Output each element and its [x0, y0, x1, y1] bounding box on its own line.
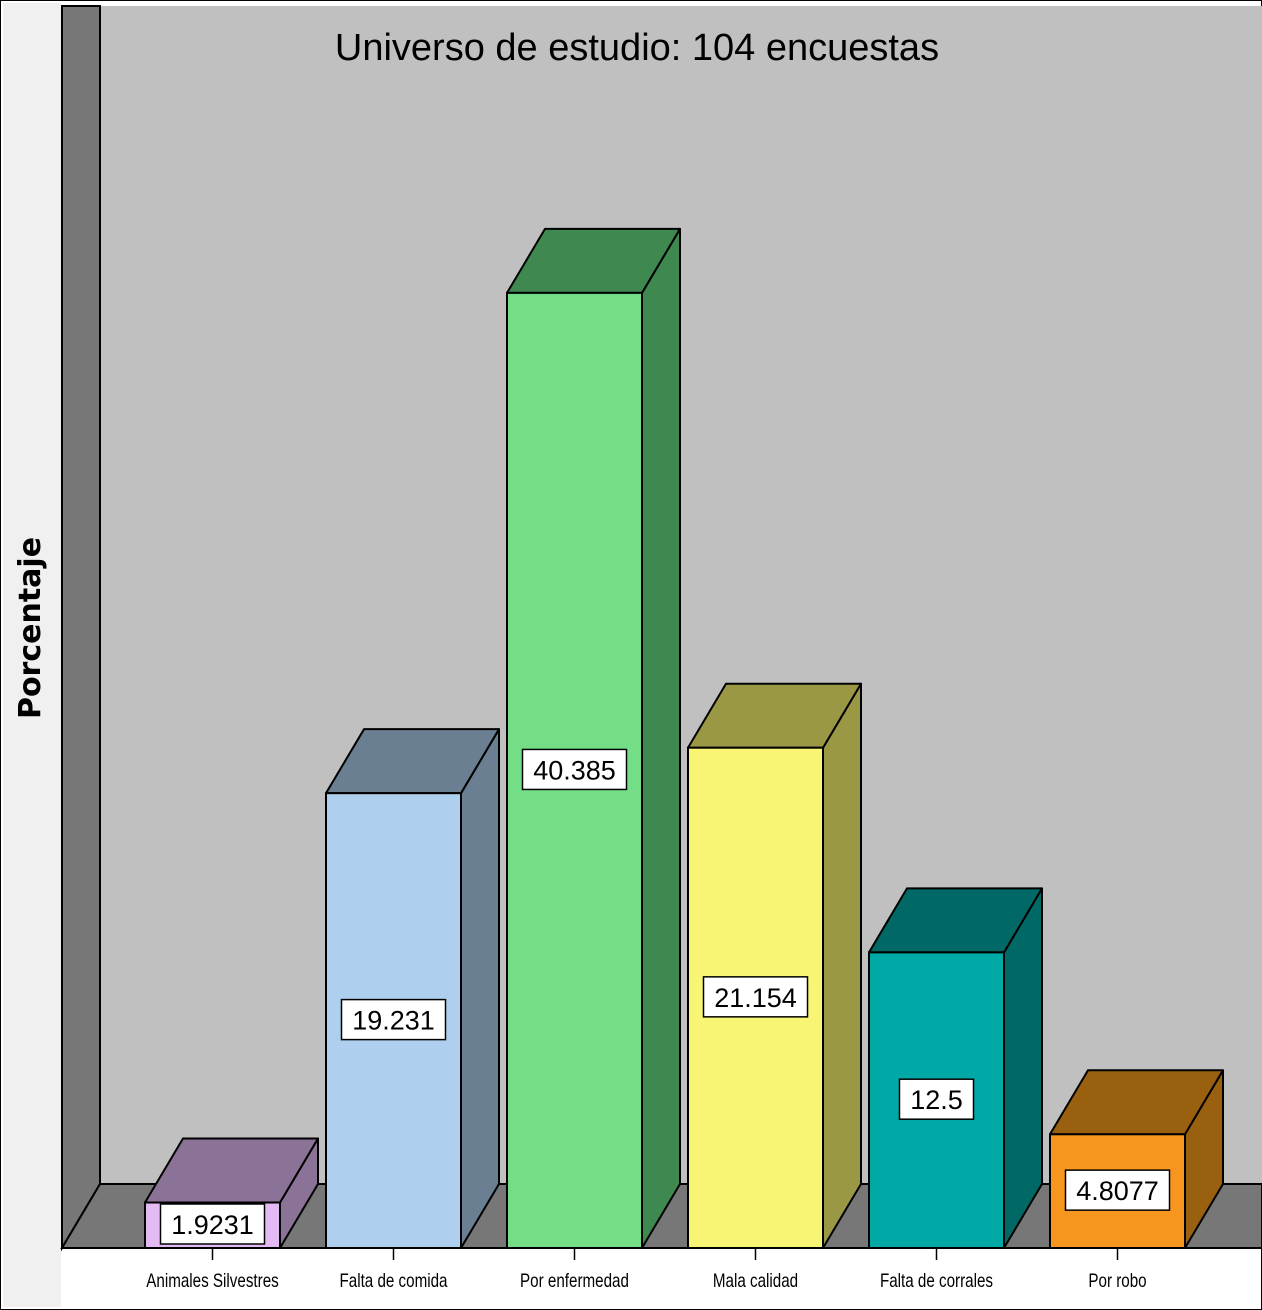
label-panel	[3, 3, 61, 1307]
data-label-box	[340, 998, 447, 1041]
data-label: 12.5	[910, 1085, 963, 1115]
data-label: 40.385	[533, 755, 616, 785]
x-tick-label: Falta de corrales	[880, 1269, 993, 1291]
bar-4: 21.154	[687, 682, 862, 1249]
data-label-box	[702, 976, 809, 1018]
data-label-box	[159, 1203, 266, 1245]
bars: 1.9231 19.231 40.385 21.154 12.5 4.8077	[144, 227, 1224, 1249]
bar-side	[822, 682, 862, 1249]
x-tick-label: Mala calidad	[713, 1269, 798, 1291]
x-tick-label: Por enfermedad	[520, 1269, 629, 1291]
data-label: 21.154	[714, 983, 797, 1013]
bar-5: 12.5	[868, 887, 1043, 1249]
bar-2: 19.231	[325, 728, 500, 1249]
bar-side	[641, 227, 681, 1249]
data-label-box	[1064, 1169, 1171, 1211]
data-label: 4.8077	[1076, 1176, 1159, 1206]
chart-title: Universo de estudio: 104 encuestas	[335, 27, 939, 69]
bar-side	[460, 728, 500, 1249]
left-wall	[61, 5, 101, 1252]
y-axis-label: Porcentaje	[13, 537, 48, 719]
data-label: 1.9231	[171, 1210, 254, 1240]
bar-6: 4.8077	[1049, 1069, 1224, 1249]
data-label: 19.231	[352, 1006, 435, 1036]
data-label-box	[898, 1078, 975, 1120]
data-label-box	[521, 748, 628, 791]
x-ticks: Animales Silvestres Falta de comida Por en…	[146, 1248, 1147, 1291]
bar-3: 40.385	[506, 227, 681, 1249]
x-tick-label: Por robo	[1088, 1269, 1146, 1291]
x-tick-label: Animales Silvestres	[146, 1269, 278, 1291]
bar-1: 1.9231	[144, 1137, 319, 1249]
x-tick-label: Falta de comida	[339, 1269, 447, 1291]
